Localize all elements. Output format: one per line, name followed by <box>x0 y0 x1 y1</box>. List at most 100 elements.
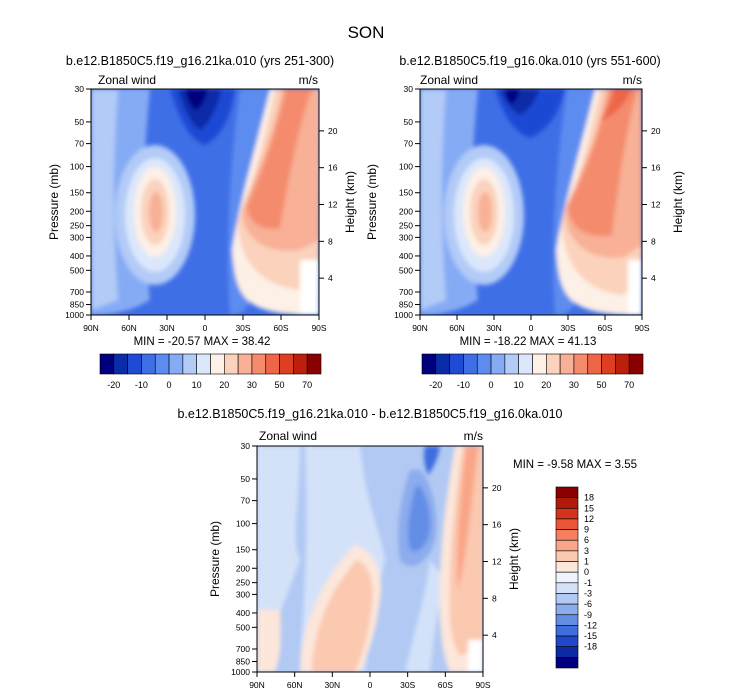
colorbar-label: 12 <box>584 514 594 524</box>
panel-b-axes: 305070100150200250300400500700850100090N… <box>394 84 661 333</box>
y-tick-label: 50 <box>241 474 251 484</box>
y-tick-label: 500 <box>399 265 413 275</box>
colorbar-swatch <box>555 646 579 658</box>
colorbar-label: 30 <box>569 380 579 390</box>
y-tick-label: 150 <box>236 545 250 555</box>
panel-a-stats: MIN = -20.57 MAX = 38.42 <box>134 336 271 348</box>
colorbar-swatch <box>224 353 239 375</box>
colorbar-swatch <box>555 561 579 573</box>
colorbar-swatch <box>168 353 184 375</box>
x-tick-label: 90N <box>83 323 99 333</box>
y-tick-label: 200 <box>70 206 84 216</box>
panel-diff-field <box>257 446 483 672</box>
y-tick-label: 30 <box>241 441 251 451</box>
colorbar-swatch <box>555 657 579 669</box>
y-tick-label: 100 <box>399 162 413 172</box>
height-tick-label: 4 <box>492 630 497 640</box>
colorbar-swatch <box>127 353 142 375</box>
x-tick-label: 90N <box>249 680 265 690</box>
colorbar-label: 30 <box>247 380 257 390</box>
panel-a-ylabel-right: Height (km) <box>343 171 357 233</box>
height-tick-label: 16 <box>328 163 338 173</box>
colorbar-swatch <box>555 486 579 498</box>
colorbar-label: 18 <box>584 493 594 503</box>
figure-title: SON <box>348 23 385 42</box>
panel-b-ylabel: Pressure (mb) <box>365 164 379 240</box>
panel-diff-stats: MIN = -9.58 MAX = 3.55 <box>513 459 637 471</box>
x-tick-label: 30N <box>159 323 175 333</box>
colorbar-swatch <box>555 497 579 509</box>
colorbar-swatch <box>504 353 519 375</box>
colorbar-swatch <box>601 353 616 375</box>
height-tick-label: 12 <box>651 200 661 210</box>
colorbar-swatch <box>449 353 464 375</box>
x-tick-label: 30N <box>325 680 341 690</box>
panel-diff-ylabel-right: Height (km) <box>507 528 521 590</box>
y-tick-label: 400 <box>236 608 250 618</box>
y-tick-label: 300 <box>399 232 413 242</box>
y-tick-label: 150 <box>70 188 84 198</box>
colorbar-swatch <box>555 625 579 637</box>
colorbar-swatch <box>615 353 630 375</box>
height-tick-label: 4 <box>651 273 656 283</box>
x-tick-label: 60S <box>438 680 453 690</box>
y-tick-label: 100 <box>236 519 250 529</box>
colorbar-swatch <box>476 353 492 375</box>
colorbar-label: -10 <box>135 380 148 390</box>
colorbar-label: -12 <box>584 620 597 630</box>
x-tick-label: 0 <box>368 680 373 690</box>
height-tick-label: 8 <box>492 593 497 603</box>
panel-a-right-label: m/s <box>299 73 318 87</box>
y-tick-label: 400 <box>70 251 84 261</box>
colorbar-swatch <box>99 353 115 375</box>
panel-b-title: b.e12.B1850C5.f19_g16.0ka.010 (yrs 551-6… <box>399 54 660 68</box>
colorbar-label: 0 <box>167 380 172 390</box>
colorbar-label: 9 <box>584 525 589 535</box>
colorbar-label: -1 <box>584 578 592 588</box>
colorbar-swatch <box>113 353 128 375</box>
x-tick-label: 60N <box>287 680 303 690</box>
colorbar-swatch <box>587 353 602 375</box>
colorbar-swatch <box>463 353 478 375</box>
x-tick-label: 30N <box>486 323 502 333</box>
colorbar-swatch <box>555 603 579 616</box>
colorbar-swatch <box>555 507 579 520</box>
x-tick-label: 0 <box>203 323 208 333</box>
panel-a-left-label: Zonal wind <box>98 73 156 87</box>
height-tick-label: 8 <box>328 236 333 246</box>
panel-b-right-label: m/s <box>623 73 642 87</box>
colorbar-swatch <box>555 614 579 626</box>
panel-b-ylabel-right: Height (km) <box>671 171 685 233</box>
colorbar-swatch <box>293 353 308 375</box>
panel-diff-axes: 305070100150200250300400500700850100090N… <box>231 441 502 690</box>
y-tick-label: 1000 <box>394 310 413 320</box>
panel-b-stats: MIN = -18.22 MAX = 41.13 <box>460 336 597 348</box>
colorbar-label: 50 <box>597 380 607 390</box>
panel-a-ylabel: Pressure (mb) <box>47 164 61 240</box>
y-tick-label: 50 <box>75 117 85 127</box>
colorbar-swatch <box>265 353 280 375</box>
colorbar-swatch <box>196 353 211 375</box>
x-tick-label: 30S <box>400 680 415 690</box>
colorbar-label: 0 <box>489 380 494 390</box>
colorbar-panel-a: -20 -10 0 10 20 30 50 70 <box>99 353 322 390</box>
colorbar-label: -15 <box>584 631 597 641</box>
colorbar-swatch <box>628 353 644 375</box>
colorbar-label: -20 <box>429 380 442 390</box>
colorbar-label: 20 <box>541 380 551 390</box>
colorbar-swatch <box>279 353 294 375</box>
colorbar-swatch <box>490 353 506 375</box>
colorbar-swatch <box>306 353 322 375</box>
colorbar-label: 6 <box>584 535 589 545</box>
colorbar-swatch <box>555 593 579 605</box>
y-tick-label: 850 <box>70 300 84 310</box>
panel-diff-right-label: m/s <box>464 429 483 443</box>
x-tick-label: 0 <box>529 323 534 333</box>
x-tick-label: 90N <box>412 323 428 333</box>
y-tick-label: 300 <box>236 589 250 599</box>
colorbar-swatch <box>555 518 579 530</box>
colorbar-swatch <box>237 353 253 375</box>
colorbar-panel-b: -20 -10 0 10 20 30 50 70 <box>421 353 644 390</box>
height-tick-label: 12 <box>492 557 502 567</box>
colorbar-label: 0 <box>584 567 589 577</box>
